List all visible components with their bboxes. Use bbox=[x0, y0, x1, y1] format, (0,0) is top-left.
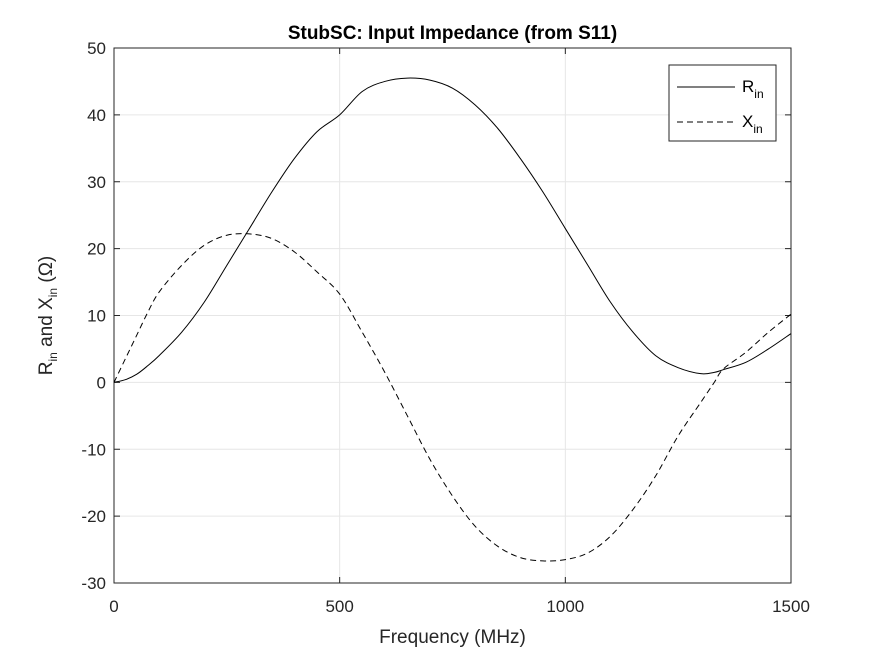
y-tick-label: -10 bbox=[81, 440, 106, 459]
data-point-xin bbox=[768, 332, 769, 333]
x-axis-title: Frequency (MHz) bbox=[379, 627, 526, 648]
data-point-xin bbox=[678, 435, 679, 436]
data-point-xin bbox=[339, 294, 340, 295]
data-point-xin bbox=[429, 459, 430, 460]
data-point-rin bbox=[136, 374, 137, 375]
data-point-rin bbox=[633, 332, 634, 333]
y-tick-label: 50 bbox=[87, 39, 106, 58]
x-tick-label: 500 bbox=[325, 597, 353, 616]
data-point-rin bbox=[768, 348, 769, 349]
data-point-rin bbox=[181, 332, 182, 333]
y-tick-label: 20 bbox=[87, 240, 106, 259]
y-axis-title: Rin and Xin (Ω) bbox=[36, 256, 60, 376]
data-point-xin bbox=[362, 332, 363, 333]
y-tick-label: -30 bbox=[81, 574, 106, 593]
data-point-rin bbox=[125, 379, 126, 380]
data-point-rin bbox=[362, 91, 363, 92]
data-point-xin bbox=[475, 526, 476, 527]
data-point-xin bbox=[294, 251, 295, 252]
data-point-xin bbox=[114, 382, 115, 383]
legend-box bbox=[668, 64, 777, 142]
data-point-xin bbox=[610, 536, 611, 537]
legend-label-rin: Rin bbox=[742, 77, 764, 101]
data-point-rin bbox=[542, 191, 543, 192]
data-point-xin bbox=[384, 372, 385, 373]
axis-ticks: 0 500 1000 1500 -30 -20 -10 0 10 20 30 40 50 bbox=[81, 39, 809, 616]
y-axis-title-part: R bbox=[36, 362, 57, 376]
data-point-rin bbox=[700, 373, 701, 374]
y-tick-label: 30 bbox=[87, 173, 106, 192]
data-point-xin bbox=[520, 557, 521, 558]
data-point-xin bbox=[497, 546, 498, 547]
data-point-xin bbox=[633, 509, 634, 510]
chart-title: StubSC: Input Impedance (from S11) bbox=[288, 23, 617, 44]
data-point-xin bbox=[271, 238, 272, 239]
data-point-xin bbox=[655, 476, 656, 477]
data-point-rin bbox=[249, 228, 250, 229]
data-point-rin bbox=[452, 88, 453, 89]
data-point-xin bbox=[452, 496, 453, 497]
x-tick-label: 1000 bbox=[546, 597, 584, 616]
data-point-xin bbox=[181, 265, 182, 266]
data-point-rin bbox=[429, 80, 430, 81]
y-axis-title-subscript: in bbox=[46, 352, 60, 361]
data-point-xin bbox=[204, 245, 205, 246]
data-point-xin bbox=[723, 369, 724, 370]
series-line-xin bbox=[113, 233, 792, 562]
data-point-xin bbox=[249, 233, 250, 234]
y-tick-label: -20 bbox=[81, 507, 106, 526]
data-point-rin bbox=[610, 302, 611, 303]
data-point-xin bbox=[587, 552, 588, 553]
data-point-rin bbox=[317, 131, 318, 132]
data-point-xin bbox=[791, 314, 792, 315]
data-point-rin bbox=[339, 114, 340, 115]
y-tick-label: 10 bbox=[87, 307, 106, 326]
data-point-rin bbox=[226, 265, 227, 266]
x-tick-label: 0 bbox=[109, 597, 118, 616]
data-point-rin bbox=[587, 265, 588, 266]
data-point-rin bbox=[407, 78, 408, 79]
data-point-xin bbox=[542, 560, 543, 561]
data-point-rin bbox=[271, 191, 272, 192]
data-point-rin bbox=[159, 355, 160, 356]
data-point-rin bbox=[384, 81, 385, 82]
data-point-rin bbox=[204, 302, 205, 303]
y-axis-title-part: and X bbox=[36, 297, 57, 352]
data-point-rin bbox=[655, 355, 656, 356]
data-point-rin bbox=[147, 365, 148, 366]
data-point-xin bbox=[125, 358, 126, 359]
y-axis-title-part: (Ω) bbox=[36, 256, 57, 288]
legend: Rin Xin bbox=[668, 64, 777, 142]
data-point-xin bbox=[714, 382, 715, 383]
data-point-rin bbox=[791, 333, 792, 334]
data-point-rin bbox=[475, 104, 476, 105]
data-point-xin bbox=[565, 559, 566, 560]
data-point-xin bbox=[700, 402, 701, 403]
data-point-rin bbox=[714, 372, 715, 373]
series-line-rin bbox=[113, 77, 792, 383]
data-point-xin bbox=[147, 312, 148, 313]
data-point-xin bbox=[159, 292, 160, 293]
data-point-xin bbox=[745, 352, 746, 353]
data-point-xin bbox=[407, 415, 408, 416]
data-point-rin bbox=[565, 228, 566, 229]
data-point-xin bbox=[226, 235, 227, 236]
data-point-rin bbox=[497, 128, 498, 129]
legend-label-xin: Xin bbox=[742, 112, 763, 136]
y-tick-label: 40 bbox=[87, 106, 106, 125]
y-axis-title-subscript: in bbox=[46, 288, 60, 297]
data-point-rin bbox=[745, 362, 746, 363]
data-point-xin bbox=[136, 335, 137, 336]
data-point-rin bbox=[294, 158, 295, 159]
data-point-rin bbox=[520, 158, 521, 159]
series-lines bbox=[113, 77, 792, 562]
data-point-xin bbox=[317, 272, 318, 273]
data-point-rin bbox=[678, 367, 679, 368]
y-tick-label: 0 bbox=[97, 373, 106, 392]
x-tick-label: 1500 bbox=[772, 597, 810, 616]
